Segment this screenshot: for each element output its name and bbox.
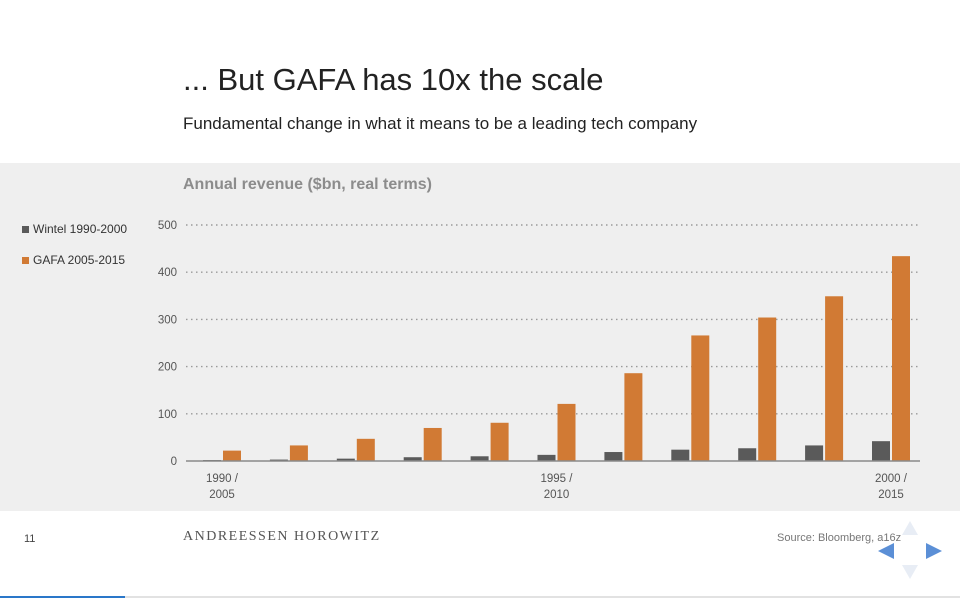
nav-down-icon[interactable]	[902, 565, 918, 579]
bar-wintel	[336, 458, 355, 461]
bar-gafa	[825, 296, 844, 461]
x-tick-label: 2010	[544, 489, 570, 501]
brand-logo: ANDREESSEN HOROWITZ	[183, 529, 381, 544]
bar-gafa	[490, 422, 509, 461]
bar-wintel	[671, 449, 690, 461]
nav-up-icon[interactable]	[902, 521, 918, 535]
chart-panel	[0, 163, 960, 511]
bar-gafa	[223, 450, 241, 461]
legend-label-wintel: Wintel 1990-2000	[33, 222, 128, 236]
x-tick-label: 2015	[878, 489, 904, 501]
legend-label-gafa: GAFA 2005-2015	[33, 253, 126, 267]
x-tick-label: 1990 /	[206, 473, 239, 485]
x-tick-label: 1995 /	[541, 473, 574, 485]
page-number: 11	[24, 533, 36, 545]
bar-wintel	[872, 441, 890, 461]
x-tick-label: 2005	[209, 489, 235, 501]
y-tick-label: 500	[158, 220, 177, 232]
bar-gafa	[557, 403, 576, 461]
bar-gafa	[423, 427, 442, 461]
nav-next-icon[interactable]	[926, 543, 942, 559]
source-note: Source: Bloomberg, a16z	[777, 532, 902, 544]
y-tick-label: 400	[158, 267, 177, 279]
y-tick-label: 0	[171, 456, 177, 468]
x-tick-label: 2000 /	[875, 473, 908, 485]
progress-bar-fill	[0, 596, 125, 598]
bar-gafa	[691, 335, 710, 461]
legend-swatch-gafa	[22, 256, 29, 264]
slide-subtitle: Fundamental change in what it means to b…	[183, 114, 698, 133]
bar-gafa	[624, 373, 643, 461]
y-tick-label: 200	[158, 362, 177, 374]
bar-gafa	[892, 256, 910, 461]
y-tick-label: 100	[158, 409, 177, 421]
bar-wintel	[805, 445, 824, 461]
legend-item-gafa: GAFA 2005-2015	[22, 253, 125, 267]
bar-wintel	[604, 452, 623, 461]
bar-gafa	[758, 317, 777, 461]
slide-title: ... But GAFA has 10x the scale	[183, 62, 604, 97]
bar-wintel	[403, 457, 422, 461]
bar-gafa	[356, 438, 375, 461]
bar-wintel	[738, 448, 757, 461]
legend-swatch-wintel	[22, 225, 29, 233]
bar-wintel	[470, 456, 489, 461]
bar-gafa	[289, 445, 308, 461]
y-tick-label: 300	[158, 314, 177, 326]
nav-prev-icon[interactable]	[878, 543, 894, 559]
legend-item-wintel: Wintel 1990-2000	[22, 222, 127, 236]
chart-title: Annual revenue ($bn, real terms)	[183, 176, 432, 193]
slide-navigation	[870, 520, 950, 580]
bar-wintel	[537, 454, 556, 461]
progress-bar	[0, 596, 960, 598]
